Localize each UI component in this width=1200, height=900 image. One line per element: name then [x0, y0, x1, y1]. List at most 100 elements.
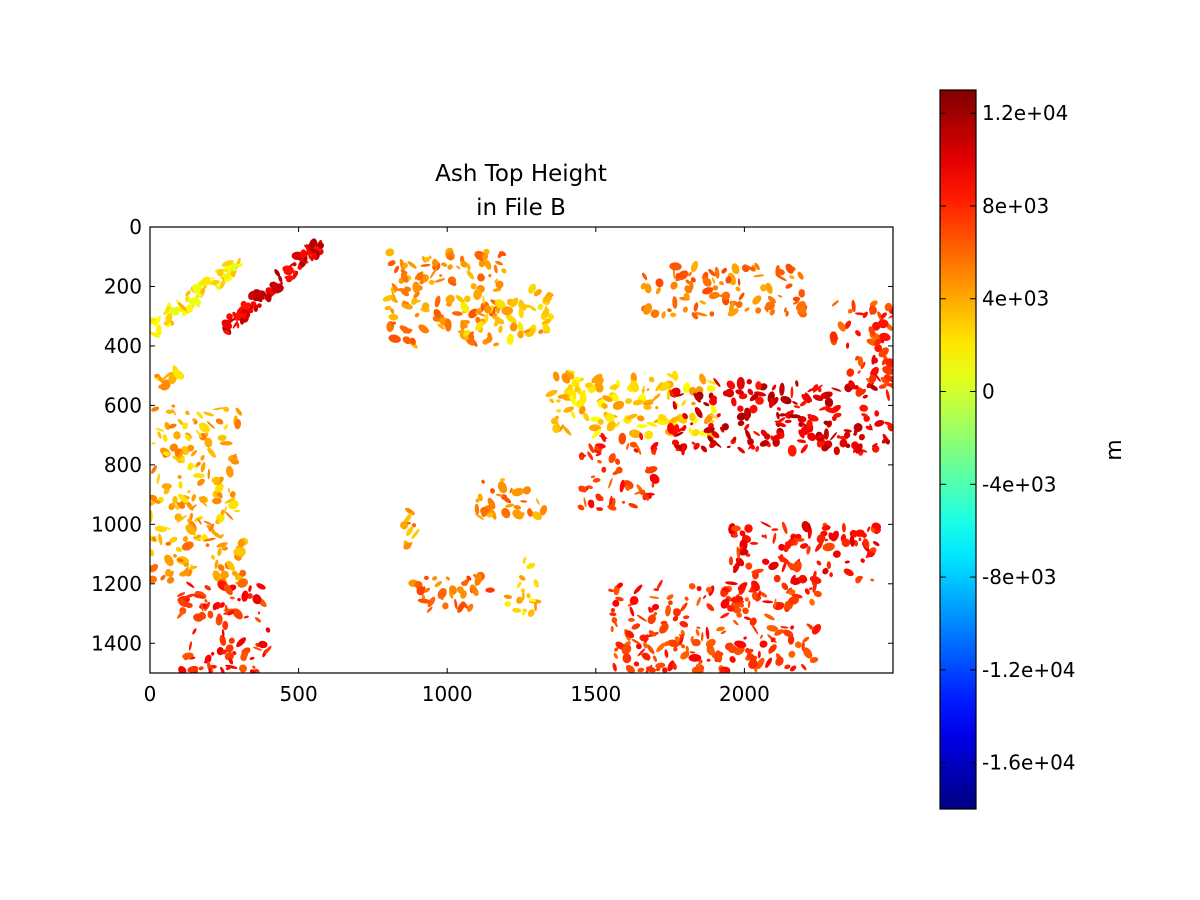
ash-pixel — [421, 302, 430, 310]
ash-pixel — [484, 305, 492, 314]
ash-pixel — [694, 406, 703, 419]
ash-pixel — [681, 400, 687, 406]
x-tick-label: 2000 — [719, 682, 770, 706]
ash-pixel — [521, 591, 525, 601]
ash-pixel — [292, 262, 297, 267]
ash-pixel — [651, 603, 660, 611]
ash-pixel — [778, 422, 787, 428]
ash-pixel — [494, 278, 498, 284]
ash-pixel — [853, 423, 863, 432]
ash-pixel — [674, 636, 681, 642]
ash-pixel — [806, 623, 814, 629]
ash-pixel — [600, 495, 604, 502]
ash-pixel — [673, 608, 681, 617]
ash-pixel — [728, 301, 735, 314]
ash-pixel — [163, 311, 168, 315]
ash-pixel — [177, 597, 188, 608]
ash-pixel — [232, 608, 243, 620]
ash-pixel — [211, 530, 222, 539]
ash-pixel — [468, 308, 479, 319]
ash-pixel — [305, 250, 310, 256]
ash-pixel — [305, 245, 310, 252]
ash-pixel — [639, 634, 649, 642]
ash-pixel — [866, 526, 871, 532]
ash-pixel — [228, 637, 235, 644]
ash-pixel — [685, 279, 691, 285]
ash-pixel — [631, 623, 641, 630]
ash-pixel — [156, 329, 162, 337]
ash-pixel — [874, 373, 881, 382]
ash-pixel — [183, 562, 190, 567]
ash-pixel — [841, 523, 846, 533]
ash-pixel — [424, 575, 429, 581]
ash-pixel — [522, 556, 527, 565]
ash-pixel — [169, 307, 180, 316]
ash-pixel — [475, 498, 480, 503]
ash-pixel — [788, 589, 796, 595]
ash-pixel — [680, 651, 690, 660]
ash-pixel — [737, 582, 748, 591]
ash-pixel — [498, 251, 507, 257]
ash-pixel — [801, 521, 812, 533]
ash-pixel — [612, 400, 625, 410]
ash-pixel — [426, 606, 433, 613]
ash-pixel — [713, 378, 721, 387]
ash-pixel — [653, 611, 658, 616]
ash-pixel — [402, 336, 412, 345]
ash-pixel — [637, 648, 646, 657]
ash-pixel — [264, 645, 272, 655]
ash-pixel — [777, 555, 790, 564]
ash-pixel — [705, 586, 713, 593]
ash-pixel — [188, 641, 192, 651]
ash-pixel — [693, 392, 701, 403]
ash-pixel — [862, 538, 870, 549]
y-tick-label: 1400 — [91, 631, 142, 655]
ash-pixel — [466, 575, 472, 581]
ash-pixel — [173, 553, 177, 558]
ash-pixel — [437, 588, 447, 599]
ash-pixel — [690, 635, 694, 642]
ash-pixel — [690, 277, 696, 283]
ash-region-2 — [154, 365, 185, 391]
ash-pixel — [596, 507, 604, 511]
ash-pixel — [278, 275, 283, 283]
ash-pixel — [214, 484, 224, 493]
ash-pixel — [776, 407, 781, 411]
ash-pixel — [672, 615, 679, 622]
ash-pixel — [177, 450, 184, 460]
ash-pixel — [205, 543, 210, 548]
ash-region-18 — [724, 521, 882, 586]
ash-pixel — [488, 273, 492, 278]
ash-pixel — [196, 461, 201, 467]
ash-pixel — [869, 300, 878, 308]
ash-pixel — [761, 534, 765, 538]
ash-pixel — [150, 494, 158, 502]
ash-pixel — [490, 488, 495, 494]
ash-pixel — [233, 453, 237, 459]
ash-pixel — [223, 584, 233, 596]
ash-pixel — [503, 594, 513, 599]
ash-pixel — [706, 644, 715, 656]
ash-pixel — [880, 338, 885, 344]
ash-pixel — [481, 479, 485, 484]
ash-pixel — [785, 283, 793, 289]
colorbar-tick-label: -1.6e+04 — [982, 751, 1076, 775]
ash-pixel — [239, 317, 245, 325]
ash-pixel — [745, 562, 753, 570]
ash-pixel — [150, 500, 156, 507]
ash-pixel — [874, 420, 885, 427]
ash-pixel — [579, 454, 584, 461]
ash-pixel — [615, 596, 624, 602]
ash-pixel — [783, 543, 790, 553]
ash-pixel — [527, 508, 533, 517]
ash-pixel — [764, 534, 767, 539]
ash-pixel — [579, 401, 583, 407]
ash-pixel — [743, 636, 747, 640]
ash-pixel — [609, 495, 613, 507]
ash-pixel — [691, 401, 696, 406]
ash-pixel — [809, 657, 819, 663]
ash-pixel — [639, 490, 646, 496]
ash-pixel — [522, 329, 531, 333]
ash-pixel — [594, 445, 600, 451]
ash-pixel — [154, 499, 161, 504]
